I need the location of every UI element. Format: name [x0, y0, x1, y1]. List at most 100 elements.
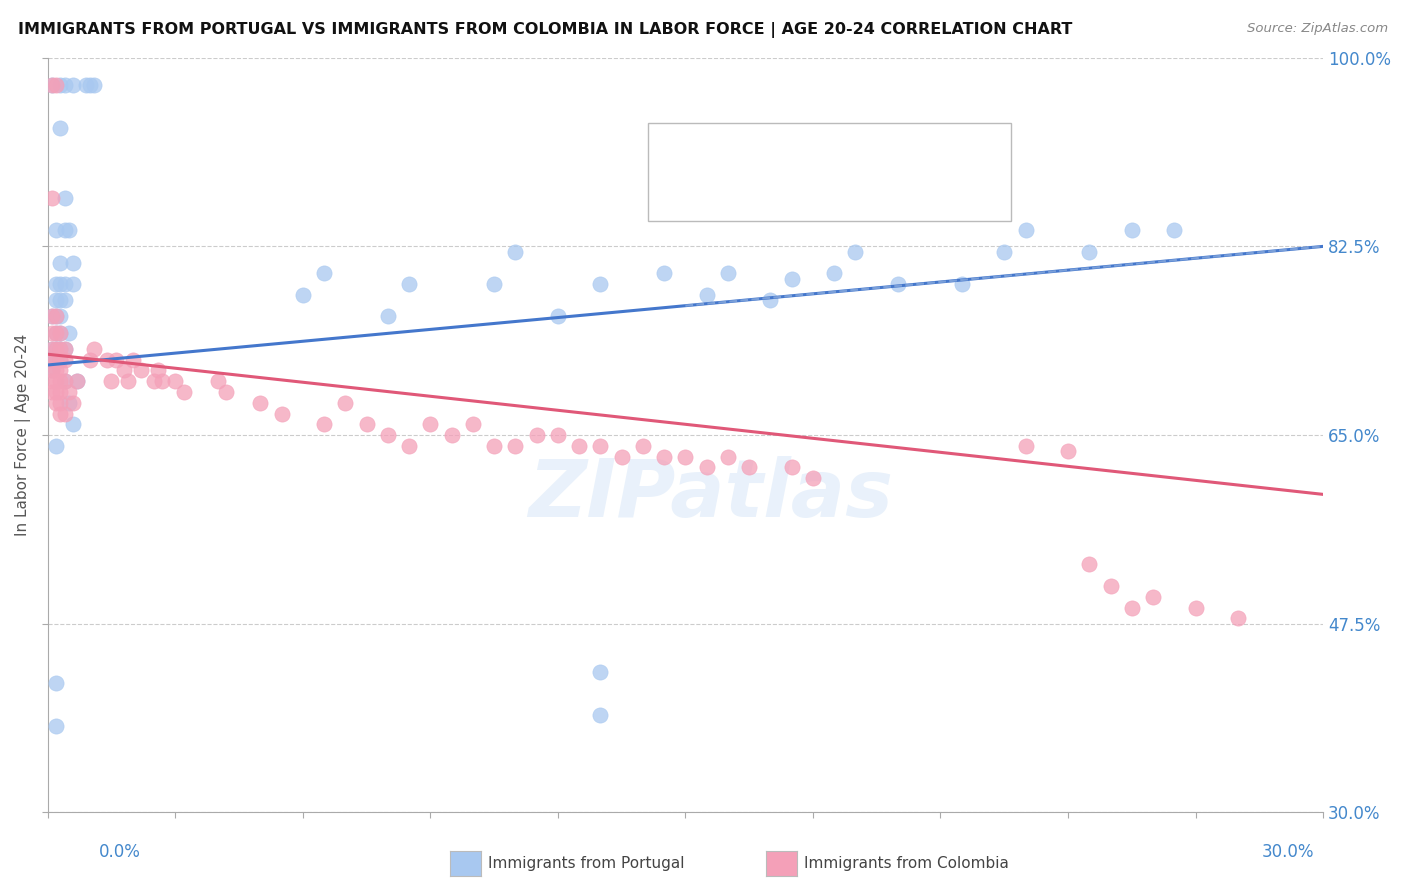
Point: [49, 384, 72, 399]
Point: [45, 719, 67, 733]
Point: [45, 277, 67, 292]
Point: [53, 342, 76, 356]
Point: [547, 310, 569, 324]
Point: [45, 352, 67, 367]
Text: Immigrants from Colombia: Immigrants from Colombia: [804, 856, 1010, 871]
Point: [49, 374, 72, 388]
Point: [291, 288, 314, 302]
Point: [631, 439, 654, 453]
Point: [41, 384, 63, 399]
Point: [589, 439, 612, 453]
Point: [41, 374, 63, 388]
Point: [53, 374, 76, 388]
Point: [993, 244, 1015, 259]
Point: [152, 374, 174, 388]
Point: [673, 450, 696, 464]
Point: [66, 374, 89, 388]
Text: R = -0.499   N = 77: R = -0.499 N = 77: [709, 168, 886, 186]
Text: R =  0.236   N = 67: R = 0.236 N = 67: [709, 132, 884, 150]
Point: [62, 78, 84, 92]
Point: [62, 417, 84, 432]
Point: [1121, 223, 1143, 237]
Point: [49, 363, 72, 377]
Point: [49, 395, 72, 409]
Point: [53, 374, 76, 388]
Point: [45, 310, 67, 324]
Point: [717, 266, 740, 280]
Point: [41, 191, 63, 205]
Point: [62, 255, 84, 269]
Point: [1121, 600, 1143, 615]
Y-axis label: In Labor Force | Age 20-24: In Labor Force | Age 20-24: [15, 334, 31, 536]
Point: [58, 395, 80, 409]
Point: [1078, 244, 1101, 259]
Point: [142, 374, 165, 388]
Point: [45, 342, 67, 356]
Point: [41, 352, 63, 367]
Point: [62, 395, 84, 409]
Point: [1078, 558, 1101, 572]
Point: [96, 352, 118, 367]
Point: [45, 439, 67, 453]
Point: [1184, 600, 1206, 615]
Point: [45, 223, 67, 237]
Point: [207, 374, 229, 388]
Point: [49, 352, 72, 367]
Point: [49, 342, 72, 356]
Point: [1099, 579, 1122, 593]
Text: ZIPatlas: ZIPatlas: [529, 457, 893, 534]
Point: [950, 277, 973, 292]
Point: [83, 342, 105, 356]
Point: [104, 352, 127, 367]
Point: [41, 352, 63, 367]
Point: [887, 277, 910, 292]
Point: [759, 293, 782, 308]
Point: [83, 78, 105, 92]
Point: [1142, 590, 1164, 604]
Point: [45, 352, 67, 367]
Point: [45, 326, 67, 340]
Point: [41, 326, 63, 340]
Point: [738, 460, 761, 475]
Point: [66, 374, 89, 388]
Point: [398, 439, 420, 453]
Point: [53, 277, 76, 292]
Point: [45, 78, 67, 92]
Point: [41, 78, 63, 92]
Point: [58, 223, 80, 237]
Point: [53, 293, 76, 308]
Point: [482, 439, 505, 453]
Point: [249, 395, 271, 409]
Point: [356, 417, 378, 432]
Point: [377, 428, 399, 442]
Point: [112, 363, 135, 377]
Point: [568, 439, 591, 453]
Point: [49, 277, 72, 292]
Point: [129, 363, 152, 377]
Point: [652, 266, 675, 280]
Point: [41, 342, 63, 356]
Point: [49, 293, 72, 308]
Point: [547, 428, 569, 442]
Point: [482, 277, 505, 292]
Point: [589, 665, 612, 680]
Point: [505, 244, 527, 259]
Point: [165, 374, 187, 388]
Point: [45, 310, 67, 324]
Point: [173, 384, 195, 399]
Point: [62, 277, 84, 292]
Point: [652, 450, 675, 464]
Point: [41, 310, 63, 324]
Point: [461, 417, 484, 432]
Point: [696, 460, 718, 475]
Point: [45, 326, 67, 340]
Point: [49, 407, 72, 421]
Point: [148, 363, 170, 377]
Text: Source: ZipAtlas.com: Source: ZipAtlas.com: [1247, 22, 1388, 36]
Point: [75, 78, 97, 92]
Point: [589, 708, 612, 723]
Point: [335, 395, 357, 409]
Point: [45, 342, 67, 356]
Point: [49, 326, 72, 340]
Point: [1163, 223, 1185, 237]
